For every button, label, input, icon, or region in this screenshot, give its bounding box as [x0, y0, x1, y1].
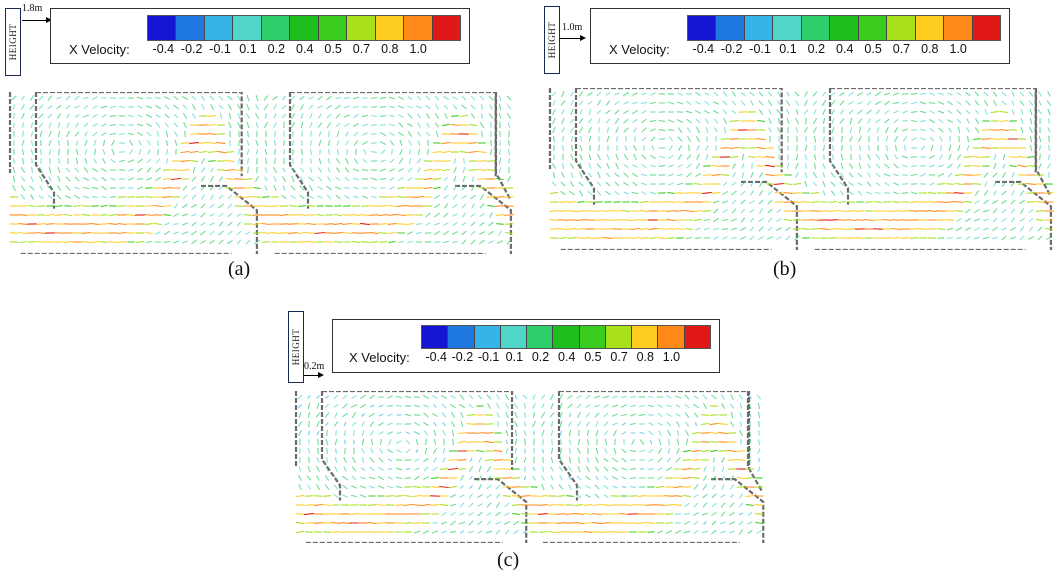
color-swatch	[347, 16, 376, 40]
legend-tick: -0.2	[720, 42, 743, 56]
velocity-vectors	[9, 94, 514, 245]
color-swatch	[684, 326, 710, 348]
color-swatch	[579, 326, 606, 348]
panel-caption: (c)	[497, 549, 520, 571]
color-swatch	[422, 326, 449, 348]
legend-tick: -0.2	[180, 42, 203, 56]
velocity-legend: X Velocity: -0.4 -0.2 -0.1 0.1 0.2 0.4 0.5 0.7 0…	[50, 8, 470, 64]
velocity-vectors	[295, 394, 764, 535]
baffle-walls	[8, 92, 513, 254]
baffle-walls	[294, 391, 765, 543]
legend-tick: 0.5	[864, 42, 882, 56]
color-swatch	[261, 16, 291, 40]
legend-tick: 0.2	[531, 350, 550, 364]
color-swatch	[527, 326, 554, 348]
color-swatch	[972, 16, 1000, 40]
legend-tick: 0.5	[584, 350, 602, 364]
velocity-legend: X Velocity: -0.4 -0.2 -0.1 0.1 0.2 0.4 0.5 0.7 0…	[590, 8, 1010, 64]
color-swatch	[632, 326, 659, 348]
legend-tick: 0.2	[807, 42, 826, 56]
legend-tick: 0.1	[239, 42, 257, 56]
legend-tick: 0.2	[267, 42, 286, 56]
legend-tick: 0.7	[352, 42, 371, 56]
color-swatch	[830, 16, 859, 40]
legend-tick: 0.7	[610, 350, 628, 364]
color-swatch	[944, 16, 973, 40]
panel-caption: (a)	[228, 258, 251, 280]
color-swatch	[474, 326, 501, 348]
color-swatch	[773, 16, 802, 40]
legend-tick: 0.1	[779, 42, 797, 56]
color-swatch	[404, 16, 433, 40]
legend-tick: -0.1	[209, 42, 231, 56]
height-label: HEIGHT	[8, 23, 18, 61]
scale-arrow	[304, 371, 324, 379]
legend-tick: 0.4	[558, 350, 576, 364]
panel-caption: (b)	[773, 258, 797, 280]
legend-tick: -0.4	[692, 42, 715, 56]
flow-field	[294, 391, 765, 543]
panel-c: HEIGHT 0.2m X Velocity: -0.4 -0.2 -0.1 0.1 0…	[280, 305, 780, 576]
legend-tick: 0.4	[836, 42, 854, 56]
color-swatch	[290, 16, 319, 40]
color-swatch	[915, 16, 945, 40]
scale-arrow	[560, 34, 586, 42]
color-swatch	[176, 16, 205, 40]
flow-field	[8, 92, 514, 254]
color-swatch	[148, 16, 177, 40]
scale-label: 1.8m	[22, 3, 43, 14]
legend-tick: 0.1	[505, 350, 524, 364]
scale-label: 1.0m	[562, 22, 583, 33]
legend-tick: 1.0	[949, 42, 967, 56]
height-marker: HEIGHT	[544, 6, 560, 74]
color-swatch	[375, 16, 405, 40]
legend-tick: -0.4	[425, 350, 448, 364]
height-marker: HEIGHT	[5, 8, 21, 76]
panel-b: HEIGHT 1.0m X Velocity: -0.4 -0.2 -0.1 0.1 0…	[540, 0, 1059, 290]
legend-tick: -0.4	[152, 42, 175, 56]
legend-title: X Velocity:	[349, 350, 410, 365]
legend-tick: 0.4	[296, 42, 314, 56]
color-swatch	[553, 326, 580, 348]
legend-tick: 0.8	[636, 350, 654, 364]
height-label: HEIGHT	[291, 328, 301, 366]
scale-label: 0.2m	[304, 361, 325, 372]
flow-field	[548, 88, 1054, 250]
legend-tick: 0.7	[892, 42, 911, 56]
baffle-walls	[548, 88, 1053, 250]
color-swatch	[887, 16, 916, 40]
height-marker: HEIGHT	[288, 311, 304, 383]
legend-title: X Velocity:	[609, 42, 670, 57]
legend-tick: 0.5	[324, 42, 342, 56]
legend-tick: 0.8	[381, 42, 399, 56]
color-swatch	[233, 16, 262, 40]
scale-arrow	[22, 16, 52, 24]
color-swatch	[716, 16, 745, 40]
color-swatch	[658, 326, 685, 348]
color-scale	[147, 15, 461, 41]
legend-tick: -0.2	[451, 350, 474, 364]
velocity-legend: X Velocity: -0.4 -0.2 -0.1 0.1 0.2 0.4 0.5 0.7 0…	[332, 319, 720, 373]
velocity-vectors	[549, 90, 1054, 241]
legend-tick: -0.1	[477, 350, 500, 364]
height-label: HEIGHT	[547, 21, 557, 59]
legend-tick: 1.0	[662, 350, 681, 364]
legend-tick: -0.1	[749, 42, 771, 56]
color-swatch	[448, 326, 475, 348]
color-swatch	[744, 16, 774, 40]
color-scale	[687, 15, 1001, 41]
color-swatch	[688, 16, 717, 40]
panel-a: HEIGHT 1.8m X Velocity: -0.4 -0.2 -0.1 0.1 0…	[0, 0, 520, 290]
color-swatch	[605, 326, 633, 348]
color-scale	[421, 325, 711, 349]
color-swatch	[204, 16, 234, 40]
legend-tick: 0.8	[921, 42, 939, 56]
color-swatch	[318, 16, 348, 40]
color-swatch	[858, 16, 888, 40]
color-swatch	[432, 16, 460, 40]
color-swatch	[801, 16, 831, 40]
legend-title: X Velocity:	[69, 42, 130, 57]
legend-tick: 1.0	[409, 42, 427, 56]
color-swatch	[500, 326, 528, 348]
